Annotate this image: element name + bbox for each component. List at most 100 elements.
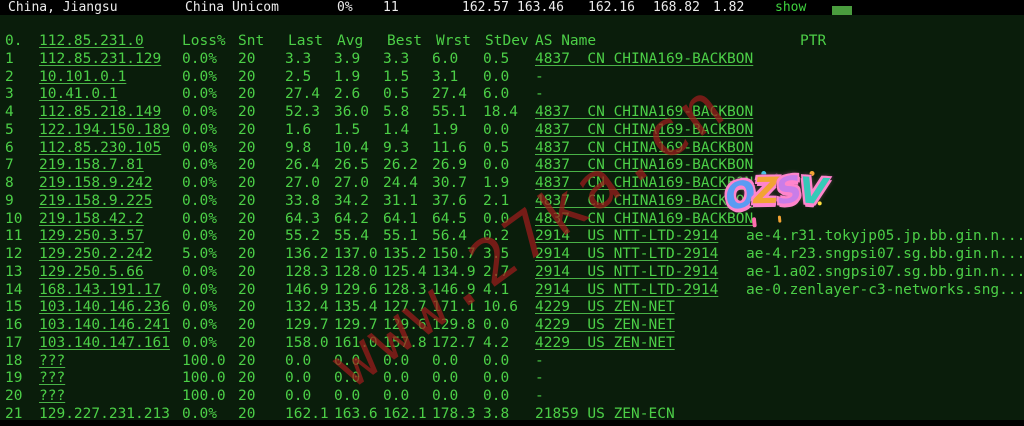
cell-ip-link[interactable]: 10.101.0.1 <box>39 68 127 85</box>
cell-ip-link[interactable]: 219.158.7.81 <box>39 157 144 174</box>
sticker-drip-orange <box>777 215 782 223</box>
cell-best: 162.1 <box>383 405 427 422</box>
cell-stdev: 0.0 <box>483 317 510 333</box>
cell-ptr: ae-4.r23.sngpsi07.sg.bb.gin.n... <box>746 246 1024 262</box>
cell-as-link[interactable]: 2914 US NTT-LTD-2914 <box>535 246 719 262</box>
cell-ip-link[interactable]: 10.41.0.1 <box>39 86 118 103</box>
cell-as: - <box>535 352 544 369</box>
cell-as-link[interactable]: 4837 CN CHINA169-BACKBON <box>535 104 754 120</box>
cell-as-link[interactable]: 4229 US ZEN-NET <box>535 334 675 351</box>
cell-ip-link[interactable]: 112.85.231.129 <box>39 50 162 67</box>
cell-avg: 0.0 <box>334 352 361 369</box>
cell-hop: 18 <box>5 352 23 369</box>
cell-wrst: 56.4 <box>432 228 467 245</box>
header-ip-link[interactable]: 112.85.231.0 <box>39 33 144 49</box>
cell-best: 157.8 <box>383 334 427 351</box>
header-best: Best <box>387 33 422 49</box>
cell-as-link[interactable]: 2914 US NTT-LTD-2914 <box>535 263 719 280</box>
cell-wrst: 0.0 <box>432 370 459 387</box>
cell-avg: 2.6 <box>334 86 361 103</box>
cell-wrst: 0.0 <box>432 388 459 404</box>
cell-stdev: 18.4 <box>483 104 518 120</box>
cell-last: 55.2 <box>285 228 320 245</box>
cell-wrst: 11.6 <box>432 139 467 156</box>
cell-ip-link[interactable]: 168.143.191.17 <box>39 281 162 298</box>
cell-snt: 20 <box>238 86 256 103</box>
cell-ip-link[interactable]: 122.194.150.189 <box>39 121 170 138</box>
cell-as-link[interactable]: 4837 CN CHINA169-BACKBON <box>535 210 754 227</box>
cell-as-link[interactable]: 4837 CN CHINA169-BACKBON <box>535 50 754 67</box>
cell-as-link[interactable]: 4837 CN CHINA169-BACKBON <box>535 175 754 191</box>
cell-ip-link[interactable]: ??? <box>39 370 66 387</box>
show-button[interactable] <box>832 6 852 15</box>
cell-ip-link[interactable]: 103.140.146.236 <box>39 299 170 316</box>
table-row: 20??? 100.0 20 0.0 0.0 0.0 0.0 0.0 - <box>0 387 1024 405</box>
cell-avg: 64.2 <box>334 210 369 227</box>
table-row: 12 129.250.2.242 5.0% 20 136.2 137.0 135.2 150.… <box>0 245 1024 263</box>
cell-ip-link[interactable]: 129.250.2.242 <box>39 246 153 262</box>
cell-best: 9.3 <box>383 139 410 156</box>
cell-best: 1.5 <box>383 68 410 85</box>
table-row: 10 219.158.42.2 0.0% 20 64.3 64.2 64.1 64.5 0.0 4… <box>0 210 1024 228</box>
cell-snt: 20 <box>238 299 256 316</box>
cell-avg: 129.6 <box>334 281 378 298</box>
cell-avg: 129.7 <box>334 317 378 333</box>
cell-as-link[interactable]: 4837 CN CHINA169-BACKBON <box>535 139 754 156</box>
table-row: 16 103.140.146.241 0.0% 20 129.7 129.7 129.6 12… <box>0 316 1024 334</box>
cell-ptr: ae-1.a02.sngpsi07.sg.bb.gin.n... <box>746 263 1024 280</box>
cell-stdev: 0.0 <box>483 157 510 174</box>
table-row: 21 129.227.231.213 0.0% 20 162.1 163.6 162.1 17… <box>0 405 1024 423</box>
cell-hop: 9 <box>5 192 14 209</box>
cell-ip-link[interactable]: 129.250.5.66 <box>39 263 144 280</box>
cell-as-link[interactable]: 4837 CN CHINA169-BACKBON <box>535 121 754 138</box>
cell-last: 158.0 <box>285 334 329 351</box>
table-row: 9 219.158.9.225 0.0% 20 33.8 34.2 31.1 37.6 2.1 4… <box>0 192 1024 210</box>
cell-wrst: 146.9 <box>432 281 476 298</box>
cell-ip-link[interactable]: 219.158.9.225 <box>39 192 153 209</box>
cell-last: 129.7 <box>285 317 329 333</box>
cell-as-link[interactable]: 21859 US ZEN-ECN <box>535 405 675 422</box>
cell-ip-link[interactable]: 219.158.42.2 <box>39 210 144 227</box>
cell-ip-link[interactable]: 112.85.230.105 <box>39 139 162 156</box>
cell-stdev: 0.0 <box>483 352 510 369</box>
cell-snt: 20 <box>238 405 256 422</box>
cell-avg: 128.0 <box>334 263 378 280</box>
cell-as-link[interactable]: 2914 US NTT-LTD-2914 <box>535 228 719 245</box>
cell-avg: 1.9 <box>334 68 361 85</box>
cell-as-link[interactable]: 4837 CN CHINA169-BACKBON <box>535 157 754 174</box>
cell-loss: 100.0 <box>182 388 226 404</box>
cell-ip-link[interactable]: 219.158.9.242 <box>39 175 153 191</box>
bottom-black-strip <box>0 420 1024 426</box>
cell-stdev: 4.2 <box>483 334 510 351</box>
table-row: 15 103.140.146.236 0.0% 20 132.4 135.4 127.7 17… <box>0 298 1024 316</box>
cell-ip-link[interactable]: 112.85.218.149 <box>39 104 162 120</box>
cell-ip-link[interactable]: 129.250.3.57 <box>39 228 144 245</box>
cell-wrst: 171.1 <box>432 299 476 316</box>
cell-avg: 34.2 <box>334 192 369 209</box>
cell-as-link[interactable]: 4837 CN CHINA169-BACKBON <box>535 192 754 209</box>
cell-as: - <box>535 68 544 85</box>
cell-stdev: 0.0 <box>483 370 510 387</box>
sticker-letter-v: V <box>795 168 828 216</box>
cell-avg: 26.5 <box>334 157 369 174</box>
cell-snt: 20 <box>238 121 256 138</box>
cell-stdev: 0.0 <box>483 210 510 227</box>
table-row: 18??? 100.0 20 0.0 0.0 0.0 0.0 0.0 - <box>0 352 1024 370</box>
cell-last: 0.0 <box>285 352 312 369</box>
cell-wrst: 178.3 <box>432 405 476 422</box>
cell-as-link[interactable]: 4229 US ZEN-NET <box>535 317 675 333</box>
cell-ip-link[interactable]: 103.140.146.241 <box>39 317 170 333</box>
cell-last: 2.5 <box>285 68 312 85</box>
cell-ip-link[interactable]: 129.227.231.213 <box>39 405 170 422</box>
header-snt: Snt <box>238 33 265 49</box>
topbar-show-link[interactable]: show <box>775 0 807 15</box>
cell-ip-link[interactable]: ??? <box>39 388 66 404</box>
cell-as-link[interactable]: 2914 US NTT-LTD-2914 <box>535 281 719 298</box>
cell-snt: 20 <box>238 317 256 333</box>
cell-ip-link[interactable]: ??? <box>39 352 66 369</box>
cell-stdev: 0.0 <box>483 121 510 138</box>
cell-ip-link[interactable]: 103.140.147.161 <box>39 334 170 351</box>
cell-loss: 0.0% <box>182 334 217 351</box>
cell-as-link[interactable]: 4229 US ZEN-NET <box>535 299 675 316</box>
